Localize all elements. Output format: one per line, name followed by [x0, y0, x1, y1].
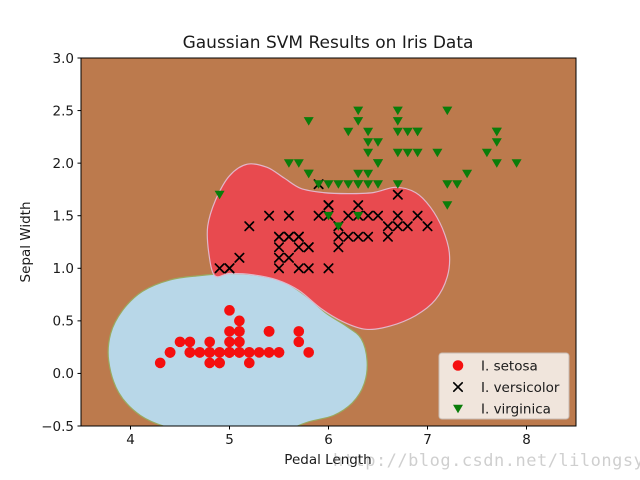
svg-text:8: 8	[522, 432, 531, 448]
setosa-points	[154, 305, 315, 369]
legend-setosa-marker-icon	[452, 360, 464, 371]
legend-box	[439, 353, 569, 419]
legend-label-versicolor: I. versicolor	[481, 380, 560, 396]
legend-label-virginica: I. virginica	[481, 402, 551, 418]
x-axis-label: Pedal Length	[284, 452, 371, 468]
svg-text:0.5: 0.5	[53, 314, 74, 330]
watermark-text: http://blog.csdn.net/lilongsy	[333, 451, 640, 471]
legend-label-setosa: I. setosa	[481, 359, 538, 375]
svg-text:5: 5	[225, 432, 234, 448]
y-axis-ticks: 3.0 2.5 2.0 1.5 1.0 0.5 0.0 −0.5	[41, 51, 81, 435]
x-axis-ticks: 4 5 6 7 8	[126, 426, 531, 448]
legend-virginica-marker-icon	[453, 404, 463, 414]
versicolor-decision-region	[206, 163, 451, 331]
chart-title: Gaussian SVM Results on Iris Data	[183, 33, 474, 53]
svg-text:7: 7	[423, 432, 432, 448]
svg-text:0.0: 0.0	[53, 366, 74, 382]
legend-border	[438, 352, 570, 420]
legend-versicolor-marker-icon	[452, 381, 464, 393]
virginica-points	[214, 106, 522, 231]
svg-text:−0.5: −0.5	[41, 419, 74, 435]
svg-text:1.0: 1.0	[53, 261, 74, 277]
svg-text:2.5: 2.5	[53, 103, 74, 119]
svg-text:4: 4	[126, 432, 135, 448]
y-axis-label: Sepal Width	[18, 202, 34, 283]
svg-text:3.0: 3.0	[53, 51, 74, 67]
svg-text:2.0: 2.0	[53, 156, 74, 172]
svg-text:1.5: 1.5	[53, 209, 74, 225]
svg-text:6: 6	[324, 432, 333, 448]
legend: I. setosa I. versicolor I. virginica	[438, 352, 570, 420]
